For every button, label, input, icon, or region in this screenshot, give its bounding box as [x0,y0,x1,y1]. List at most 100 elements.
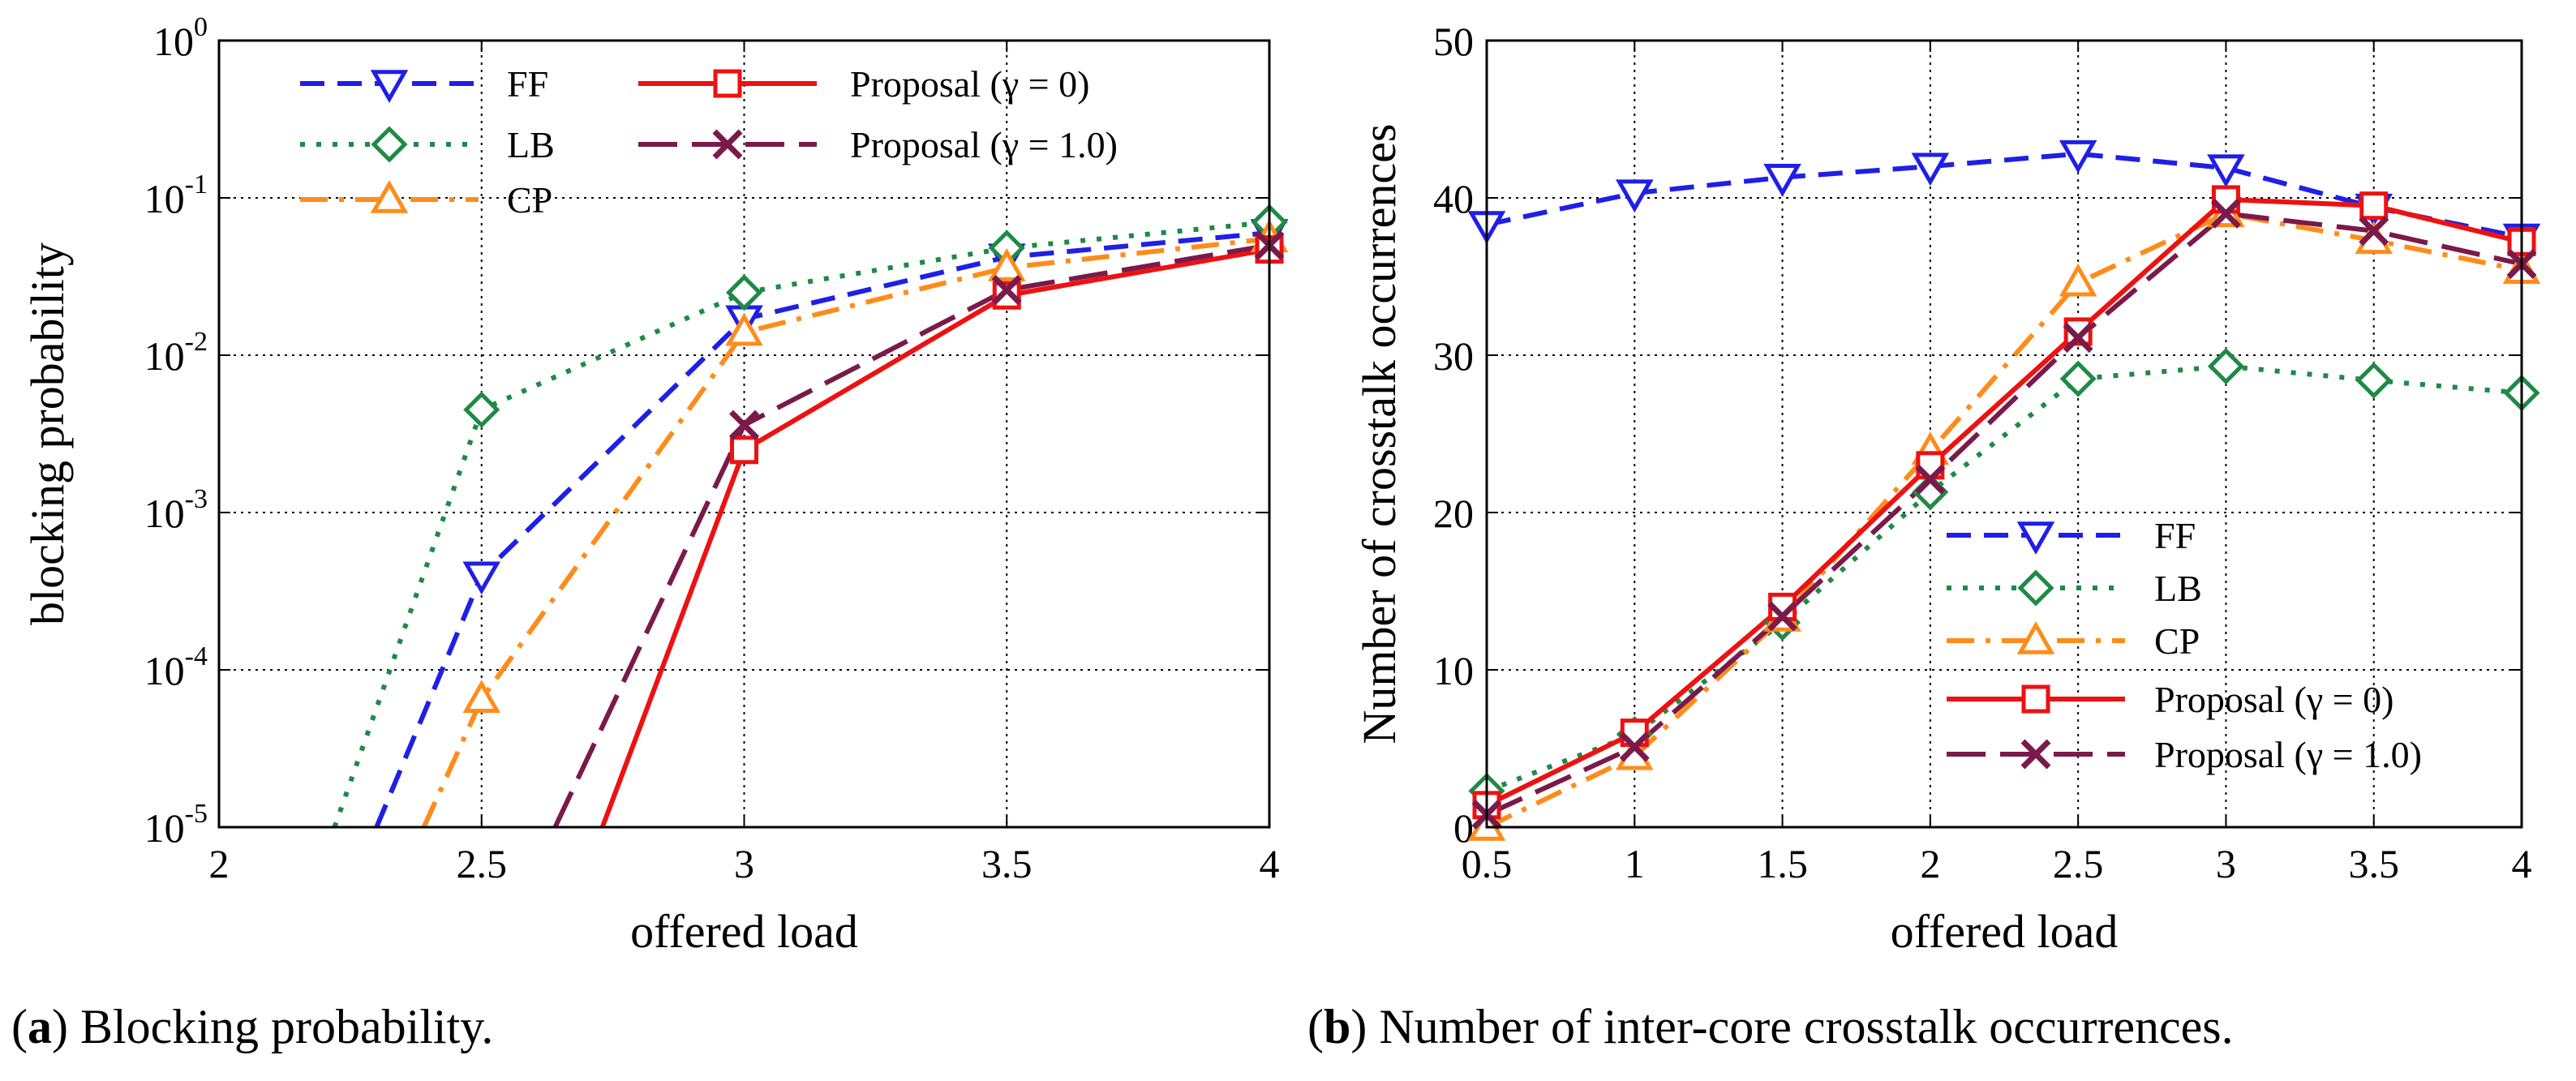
legend-label: Proposal (γ = 1.0) [2154,734,2422,775]
legend-swatch-marker [2021,684,2050,714]
x-axis-label: offered load [1891,905,2119,958]
x-tick-label: 4 [2512,841,2532,886]
legend-item-proposal-gamma-0: Proposal (γ = 0) [1947,679,2394,720]
marker-cp [725,312,763,346]
legend-item-proposal-gamma-1-0: Proposal (γ = 1.0) [1947,734,2422,775]
x-tick-label: 3.5 [981,841,1033,886]
y-tick-exponent: 0 [194,12,208,42]
marker-proposal-gamma-1-0 [729,410,759,440]
y-tick-base: 10 [144,805,185,851]
x-tick-label: 2.5 [2053,841,2104,886]
plot-area [1487,151,2522,827]
legend: FF LB CP Proposal (γ = 0) Proposal (γ = 1.0) [300,63,1118,221]
marker-lb [2059,360,2097,397]
series-line-proposal-gamma-1-0 [1487,211,2522,817]
legend-item-lb: LB [1947,568,2202,609]
x-tick-label: 4 [1260,841,1280,886]
y-tick-exponent: -4 [185,641,208,671]
series-line-ff [1487,151,2522,240]
legend-item-lb: LB [300,124,555,165]
legend-swatch-marker [370,179,409,213]
x-tick-label: 2.5 [457,841,508,886]
chart-a-blocking-probability: 2 2.5 3 3.5 410-510-410-310-210-1100offered … [21,12,1289,958]
legend-item-proposal-gamma-0: Proposal (γ = 0) [638,63,1089,105]
legend-swatch-marker [2017,569,2054,607]
legend-label: Proposal (γ = 0) [850,63,1089,105]
y-tick-label: 10-1 [144,169,208,221]
y-tick-label: 10 [1433,648,1474,693]
legend: FF LB CP Proposal (γ = 0) Proposal (γ = 1.0) [1947,515,2422,775]
y-tick-base: 10 [153,19,194,64]
marker-proposal-gamma-1-0 [1767,601,1798,632]
marker-lb [463,391,500,428]
marker-ff [1763,164,1801,197]
marker-proposal-gamma-1-0 [1915,464,1946,495]
marker-cp [987,248,1026,281]
marker-proposal-gamma-1-0 [2359,216,2389,247]
y-tick-label: 0 [1453,805,1474,851]
y-axis-label: blocking probability [21,242,74,625]
marker-lb [725,274,763,311]
x-tick-label: 3.5 [2348,841,2399,886]
legend-swatch-marker [371,126,408,163]
legend-label: LB [507,124,555,165]
marker-proposal-gamma-0 [2359,191,2389,221]
plot-frame [217,39,1271,829]
legend-item-cp: CP [1947,620,2200,662]
plot-area [332,220,1269,827]
series-line-proposal-gamma-0 [599,247,1269,827]
y-tick-base: 10 [144,648,185,693]
y-tick-exponent: -2 [185,327,208,357]
y-tick-exponent: -5 [185,799,208,829]
plot-frame [1485,39,2523,829]
x-tick-label: 3 [734,841,754,886]
legend-label: CP [507,179,552,221]
x-tick-label: 0.5 [1462,841,1513,886]
y-tick-exponent: -1 [185,169,208,199]
x-axis-label: offered load [630,905,858,958]
marker-lb [2207,348,2244,385]
marker-ff [462,561,501,595]
y-tick-label: 100 [153,12,208,64]
caption-a-letter: a [27,1000,52,1053]
legend-swatch-marker [712,129,743,160]
series-line-ff [374,230,1269,827]
y-tick-exponent: -3 [185,484,208,514]
legend-label: Proposal (γ = 0) [2154,679,2394,720]
legend-swatch-marker [2016,521,2055,556]
x-tick-label: 3 [2216,841,2236,886]
legend-swatch-marker [2020,739,2051,770]
marker-ff [2059,139,2097,174]
marker-proposal-gamma-0 [730,435,758,465]
y-tick-label: 10-3 [144,484,208,536]
caption-b-text: Number of inter-core crosstalk occurrenc… [1367,1000,2234,1053]
legend-swatch-marker [2016,620,2055,654]
y-tick-label: 10-2 [144,327,208,379]
marker-ff [1911,152,1950,187]
y-tick-base: 10 [144,333,185,379]
legend-item-cp: CP [300,179,552,221]
marker-proposal-gamma-1-0 [2210,198,2241,229]
marker-proposal-gamma-1-0 [991,275,1022,305]
marker-lb [2355,362,2393,399]
y-tick-label: 20 [1433,491,1474,536]
y-tick-label: 50 [1433,19,1474,64]
y-tick-base: 10 [144,491,185,536]
legend-label: Proposal (γ = 1.0) [850,124,1118,165]
series-line-cp [1487,211,2522,827]
series-line-proposal-gamma-1-0 [552,242,1269,827]
caption-b-letter: b [1323,1000,1351,1053]
legend-item-ff: FF [300,63,548,105]
x-tick-label: 2 [1920,841,1940,886]
x-tick-label: 1 [1625,841,1645,886]
caption-a: (a) Blocking probability. [11,1000,494,1053]
caption-b: (b) Number of inter-core crosstalk occur… [1307,1000,2234,1053]
y-tick-label: 40 [1433,176,1474,221]
legend-swatch-marker [713,69,742,98]
marker-proposal-gamma-1-0 [2063,323,2093,354]
legend-label: FF [2154,515,2196,556]
x-tick-label: 1.5 [1757,841,1808,886]
series-line-lb [332,220,1269,827]
legend-label: CP [2154,620,2200,662]
